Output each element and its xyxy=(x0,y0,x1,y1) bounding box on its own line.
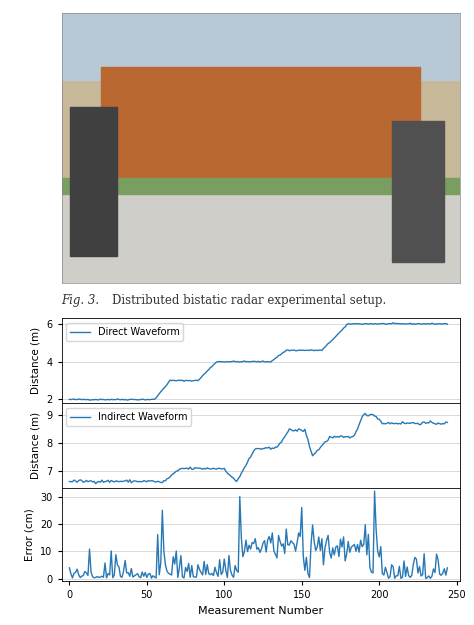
X-axis label: Measurement Number: Measurement Number xyxy=(198,606,323,616)
Legend: Direct Waveform: Direct Waveform xyxy=(66,323,183,341)
Y-axis label: Error (cm): Error (cm) xyxy=(25,509,35,561)
Bar xyxy=(101,67,420,189)
Bar xyxy=(62,177,460,194)
Text: Distributed bistatic radar experimental setup.: Distributed bistatic radar experimental … xyxy=(98,294,387,308)
Y-axis label: Distance (m): Distance (m) xyxy=(31,327,41,394)
Bar xyxy=(62,12,460,80)
Bar xyxy=(62,181,460,283)
Bar xyxy=(70,107,118,256)
Bar xyxy=(392,121,444,262)
Text: Fig. 3.: Fig. 3. xyxy=(62,294,100,308)
Y-axis label: Distance (m): Distance (m) xyxy=(31,412,41,479)
Legend: Indirect Waveform: Indirect Waveform xyxy=(66,408,191,426)
